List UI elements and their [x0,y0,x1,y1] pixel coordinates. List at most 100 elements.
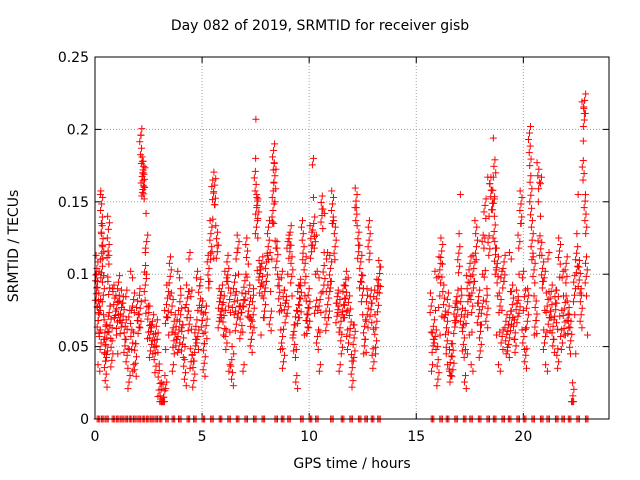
data-point [225,284,233,292]
data-point [116,272,124,280]
data-point [429,342,437,350]
data-point [288,253,296,261]
data-point [581,96,589,104]
data-point [354,235,362,243]
data-point [169,343,177,351]
data-point [525,291,533,299]
data-point [304,291,312,299]
data-point [340,301,348,309]
data-point [154,329,162,337]
data-point [476,347,484,355]
data-point [285,254,293,262]
data-point [583,292,591,300]
data-point [373,275,381,283]
data-point [144,231,152,239]
data-point [326,284,334,292]
data-point [226,328,234,336]
data-point [274,251,282,259]
data-point [143,238,151,246]
data-point [446,378,454,386]
data-point [120,329,128,337]
data-point [121,342,129,350]
data-point [316,328,324,336]
data-point [264,256,272,264]
data-point [530,266,538,274]
data-point [581,109,589,117]
data-point [197,275,205,283]
data-point [149,317,157,325]
data-point [106,284,114,292]
data-point [194,267,202,275]
data-point [572,256,580,264]
data-point [305,304,313,312]
data-point [232,320,240,328]
data-point [319,205,327,213]
data-point [273,238,281,246]
data-point [302,317,310,325]
data-point [277,306,285,314]
data-point [426,289,434,297]
data-point [225,264,233,272]
data-point [210,201,218,209]
data-point [261,288,269,296]
data-point [141,183,149,191]
data-point [102,321,110,329]
data-point [155,360,163,368]
data-point [351,347,359,355]
data-point [358,271,366,279]
data-point [136,304,144,312]
data-point [538,238,546,246]
data-point [299,249,307,257]
data-point [368,319,376,327]
data-point [199,346,207,354]
data-point [455,269,463,277]
data-point [517,200,525,208]
data-point [234,309,242,317]
data-point [524,298,532,306]
data-point [178,327,186,335]
data-point [577,285,585,293]
data-point [474,299,482,307]
data-point [238,322,246,330]
data-point [526,129,534,137]
data-point [103,234,111,242]
data-point [200,359,208,367]
data-point [508,288,516,296]
data-point [332,236,340,244]
data-point [159,380,167,388]
data-point [307,254,315,262]
data-point [443,337,451,345]
data-point [527,191,535,199]
data-point [110,281,118,289]
data-point [448,353,456,361]
data-point [213,235,221,243]
data-point [549,342,557,350]
data-point [186,314,194,322]
data-point [95,289,103,297]
data-point [97,228,105,236]
data-point [290,327,298,335]
data-point [277,274,285,282]
data-point [435,272,443,280]
data-point [295,281,303,289]
data-point [325,307,333,315]
data-point [162,345,170,353]
data-point [576,269,584,277]
y-tick-label: 0.15 [58,195,89,211]
data-point [534,172,542,180]
data-point [302,253,310,261]
data-point [122,293,130,301]
data-point [536,180,544,188]
data-point [512,342,520,350]
data-point [96,345,104,353]
data-point [252,223,260,231]
data-point [429,322,437,330]
data-point [564,310,572,318]
data-point [310,244,318,252]
data-point [554,254,562,262]
data-point [430,339,438,347]
data-point [155,366,163,374]
data-point [230,278,238,286]
data-point [114,350,122,358]
data-point [437,234,445,242]
